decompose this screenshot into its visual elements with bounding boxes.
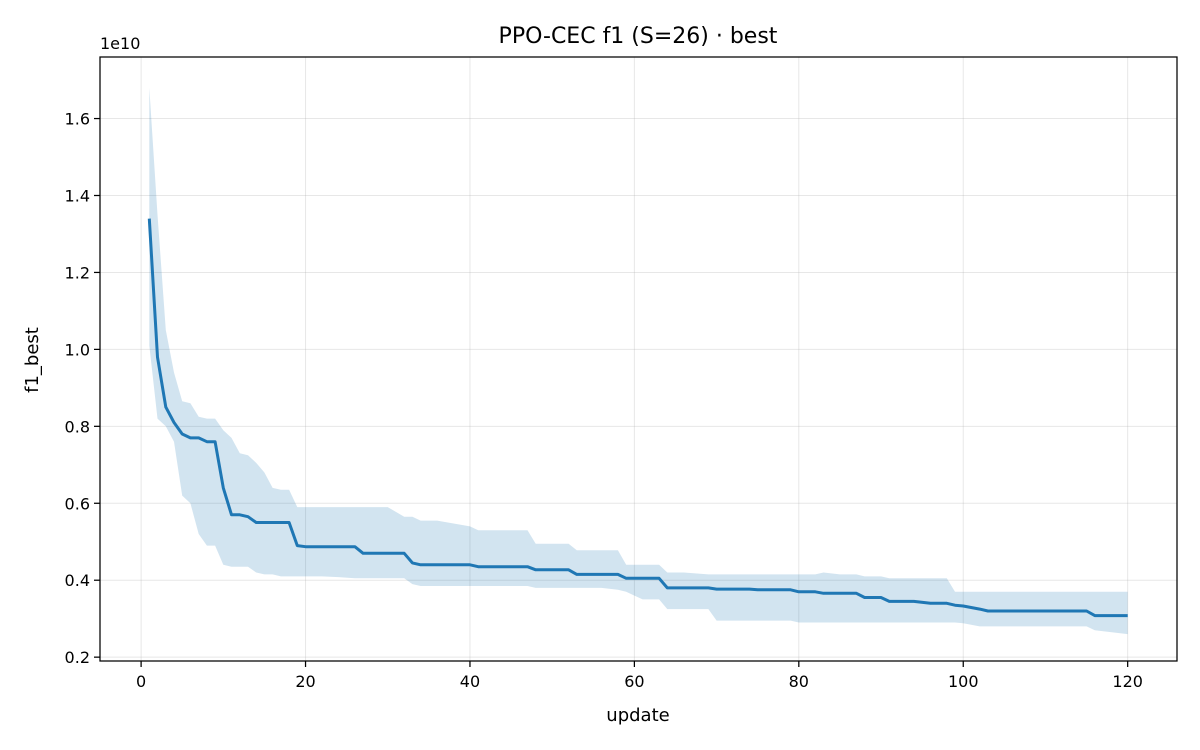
x-tick-label: 20 xyxy=(295,672,315,691)
chart-title: PPO-CEC f1 (S=26) · best xyxy=(499,24,778,49)
axes-frame xyxy=(99,56,1178,662)
x-tick-label: 120 xyxy=(1112,672,1143,691)
y-tick-label: 1.4 xyxy=(65,186,90,205)
x-tick-label: 80 xyxy=(789,672,809,691)
x-tick-label: 0 xyxy=(136,672,146,691)
y-tick-label: 0.2 xyxy=(65,648,90,667)
x-tick-label: 100 xyxy=(948,672,979,691)
x-tick-label: 60 xyxy=(624,672,644,691)
x-tick-label: 40 xyxy=(460,672,480,691)
y-tick-label: 0.6 xyxy=(65,494,90,513)
series-line xyxy=(147,218,1128,618)
grid xyxy=(100,57,1177,661)
y-tick-label: 0.4 xyxy=(65,571,90,590)
confidence-band xyxy=(149,87,1128,635)
plot-area xyxy=(147,87,1128,635)
x-axis-label: update xyxy=(606,705,669,726)
y-axis: 0.2 0.4 0.6 0.8 1.0 1.2 1.4 1.6 xyxy=(65,110,100,667)
y-tick-label: 0.8 xyxy=(65,417,90,436)
y-axis-label: f1_best xyxy=(22,327,43,393)
y-offset-label: 1e10 xyxy=(100,34,140,53)
x-axis: 0 20 40 60 80 100 120 xyxy=(136,661,1143,691)
y-tick-label: 1.2 xyxy=(65,263,90,282)
y-tick-label: 1.6 xyxy=(65,110,90,129)
y-tick-label: 1.0 xyxy=(65,340,90,359)
